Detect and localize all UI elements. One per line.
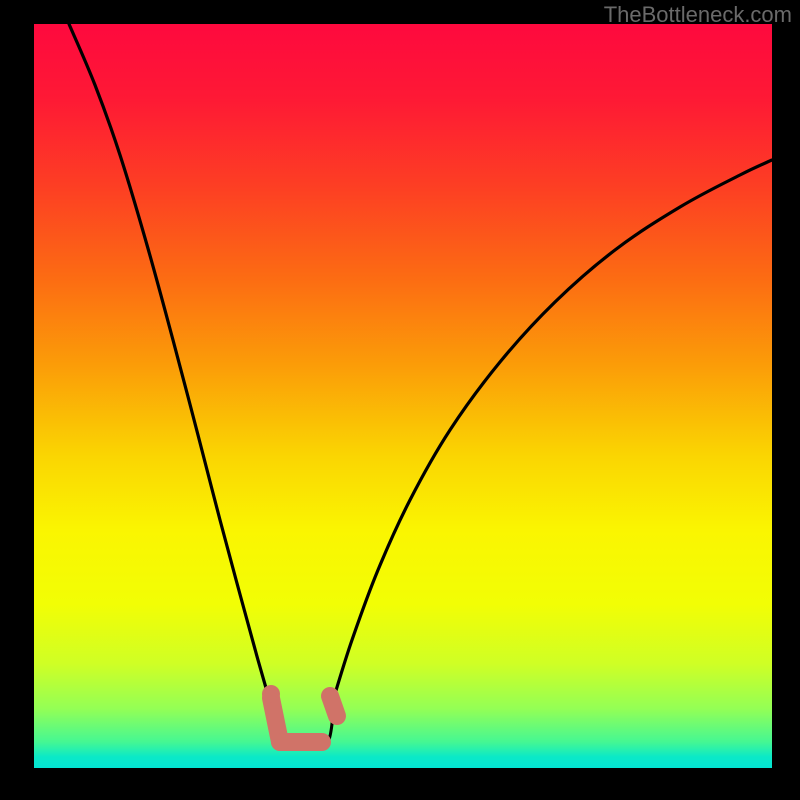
chart-container: TheBottleneck.com <box>0 0 800 800</box>
gradient-background <box>34 24 772 768</box>
watermark-text: TheBottleneck.com <box>604 2 792 28</box>
highlight-dot <box>262 685 280 703</box>
bottleneck-chart-svg <box>0 0 800 800</box>
highlight-segment-2 <box>330 696 337 716</box>
